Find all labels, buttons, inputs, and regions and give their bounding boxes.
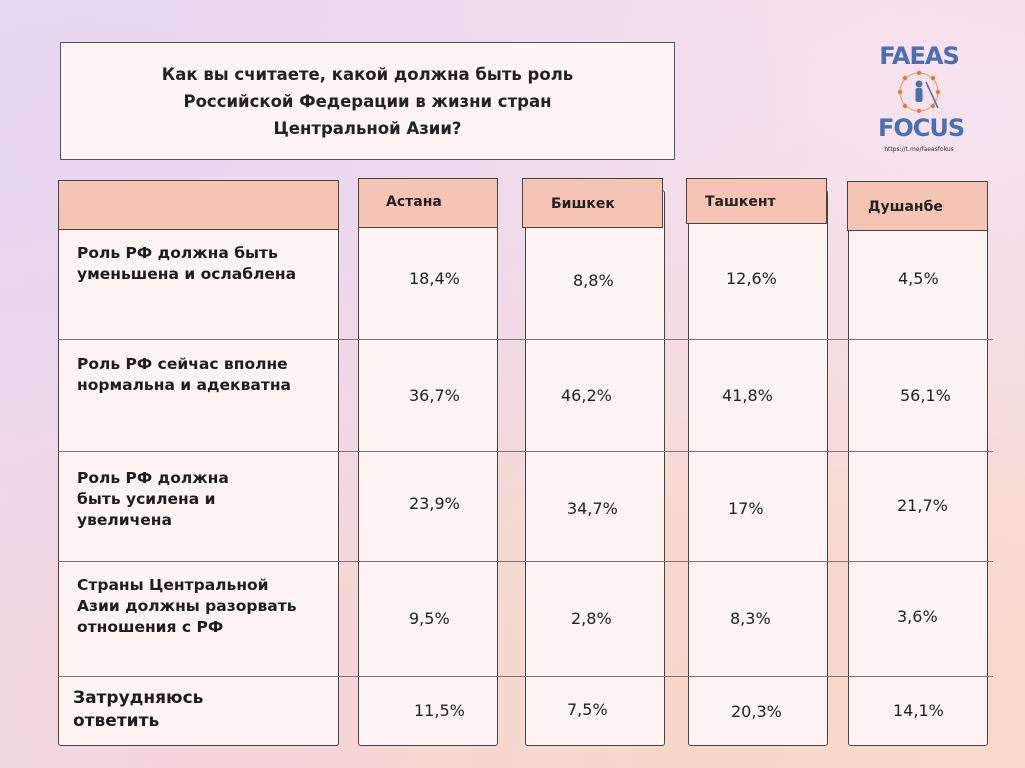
cell-value: 21,7% (897, 496, 948, 515)
row-label: Роль РФ сейчас вполне нормальна и адеква… (77, 355, 291, 394)
cell-value: 18,4% (409, 269, 460, 288)
header-bishkek-label: Бишкек (551, 196, 615, 212)
people-circle-icon (897, 70, 941, 114)
row-label: Затрудняюсь ответить (73, 688, 204, 731)
header-tashkent-label: Ташкент (705, 194, 776, 210)
cell-value: 36,7% (409, 386, 460, 405)
cell-value: 20,3% (731, 702, 782, 721)
cell-value: 9,5% (409, 609, 450, 628)
cell-value: 2,8% (571, 609, 612, 628)
cell-value: 46,2% (561, 386, 612, 405)
column-dushanbe (848, 190, 988, 746)
cell-value: 4,5% (898, 269, 939, 288)
cell-value: 12,6% (726, 269, 777, 288)
cell-value: 34,7% (567, 499, 618, 518)
cell-value: 8,8% (573, 271, 614, 290)
row-divider (58, 339, 993, 340)
cell-value: 8,3% (730, 609, 771, 628)
header-dushanbe-label: Душанбе (868, 199, 943, 215)
row-label: Роль РФ должна быть уменьшена и ослаблен… (77, 244, 297, 283)
cell-value: 11,5% (414, 701, 465, 720)
header-astana: Астана (358, 178, 498, 228)
row-divider (58, 676, 993, 677)
cell-value: 56,1% (900, 386, 951, 405)
header-dushanbe: Душанбе (847, 181, 988, 231)
cell-value: 14,1% (893, 701, 944, 720)
logo-url: https://t.me/faeasfokus (884, 146, 954, 153)
label-column-header (58, 180, 339, 230)
title-box: Как вы считаете, какой должна быть роль … (60, 42, 675, 160)
row-label: Страны Центральной Азии должны разорвать… (77, 576, 297, 636)
column-tashkent (688, 190, 828, 746)
cell-value: 3,6% (897, 607, 938, 626)
header-tashkent: Ташкент (686, 178, 827, 224)
logo-bottom-text: FOCUS (878, 114, 965, 142)
row-divider (58, 451, 993, 452)
row-label: Роль РФ должна быть усилена и увеличена (77, 469, 229, 529)
chart-title: Как вы считаете, какой должна быть роль … (161, 64, 574, 138)
row-divider (58, 561, 993, 562)
logo-top-text: FAEAS (879, 42, 959, 70)
faeas-focus-logo: FAEAS FOCUS https://t.me/faeasfokus (878, 40, 965, 158)
cell-value: 23,9% (409, 494, 460, 513)
cell-value: 17% (728, 499, 764, 518)
column-bishkek (525, 190, 665, 746)
header-bishkek: Бишкек (522, 178, 663, 228)
cell-value: 41,8% (722, 386, 773, 405)
header-astana-label: Астана (386, 194, 442, 210)
column-astana (358, 180, 498, 746)
cell-value: 7,5% (567, 700, 608, 719)
row-label-column (58, 180, 339, 746)
